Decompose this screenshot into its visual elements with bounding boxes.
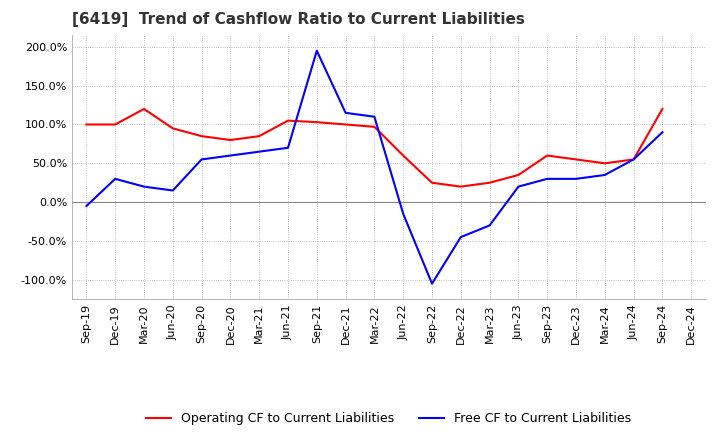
- Operating CF to Current Liabilities: [197, 133, 206, 139]
- Operating CF to Current Liabilities: [399, 153, 408, 158]
- Operating CF to Current Liabilities: [312, 120, 321, 125]
- Operating CF to Current Liabilities: [255, 133, 264, 139]
- Free CF to Current Liabilities: [140, 184, 148, 189]
- Operating CF to Current Liabilities: [658, 106, 667, 112]
- Operating CF to Current Liabilities: [370, 124, 379, 129]
- Free CF to Current Liabilities: [341, 110, 350, 115]
- Operating CF to Current Liabilities: [140, 106, 148, 112]
- Free CF to Current Liabilities: [370, 114, 379, 119]
- Free CF to Current Liabilities: [399, 211, 408, 216]
- Free CF to Current Liabilities: [629, 157, 638, 162]
- Free CF to Current Liabilities: [456, 235, 465, 240]
- Operating CF to Current Liabilities: [514, 172, 523, 178]
- Operating CF to Current Liabilities: [111, 122, 120, 127]
- Operating CF to Current Liabilities: [543, 153, 552, 158]
- Free CF to Current Liabilities: [226, 153, 235, 158]
- Free CF to Current Liabilities: [255, 149, 264, 154]
- Operating CF to Current Liabilities: [456, 184, 465, 189]
- Free CF to Current Liabilities: [600, 172, 609, 178]
- Free CF to Current Liabilities: [111, 176, 120, 181]
- Legend: Operating CF to Current Liabilities, Free CF to Current Liabilities: Operating CF to Current Liabilities, Fre…: [141, 407, 636, 430]
- Free CF to Current Liabilities: [197, 157, 206, 162]
- Operating CF to Current Liabilities: [572, 157, 580, 162]
- Free CF to Current Liabilities: [428, 281, 436, 286]
- Free CF to Current Liabilities: [658, 130, 667, 135]
- Line: Free CF to Current Liabilities: Free CF to Current Liabilities: [86, 51, 662, 284]
- Operating CF to Current Liabilities: [226, 137, 235, 143]
- Operating CF to Current Liabilities: [341, 122, 350, 127]
- Operating CF to Current Liabilities: [82, 122, 91, 127]
- Text: [6419]  Trend of Cashflow Ratio to Current Liabilities: [6419] Trend of Cashflow Ratio to Curren…: [72, 12, 525, 27]
- Free CF to Current Liabilities: [168, 188, 177, 193]
- Line: Operating CF to Current Liabilities: Operating CF to Current Liabilities: [86, 109, 662, 187]
- Free CF to Current Liabilities: [485, 223, 494, 228]
- Operating CF to Current Liabilities: [168, 126, 177, 131]
- Operating CF to Current Liabilities: [284, 118, 292, 123]
- Free CF to Current Liabilities: [514, 184, 523, 189]
- Free CF to Current Liabilities: [312, 48, 321, 53]
- Operating CF to Current Liabilities: [485, 180, 494, 185]
- Operating CF to Current Liabilities: [629, 157, 638, 162]
- Operating CF to Current Liabilities: [428, 180, 436, 185]
- Free CF to Current Liabilities: [82, 203, 91, 209]
- Operating CF to Current Liabilities: [600, 161, 609, 166]
- Free CF to Current Liabilities: [284, 145, 292, 150]
- Free CF to Current Liabilities: [543, 176, 552, 181]
- Free CF to Current Liabilities: [572, 176, 580, 181]
